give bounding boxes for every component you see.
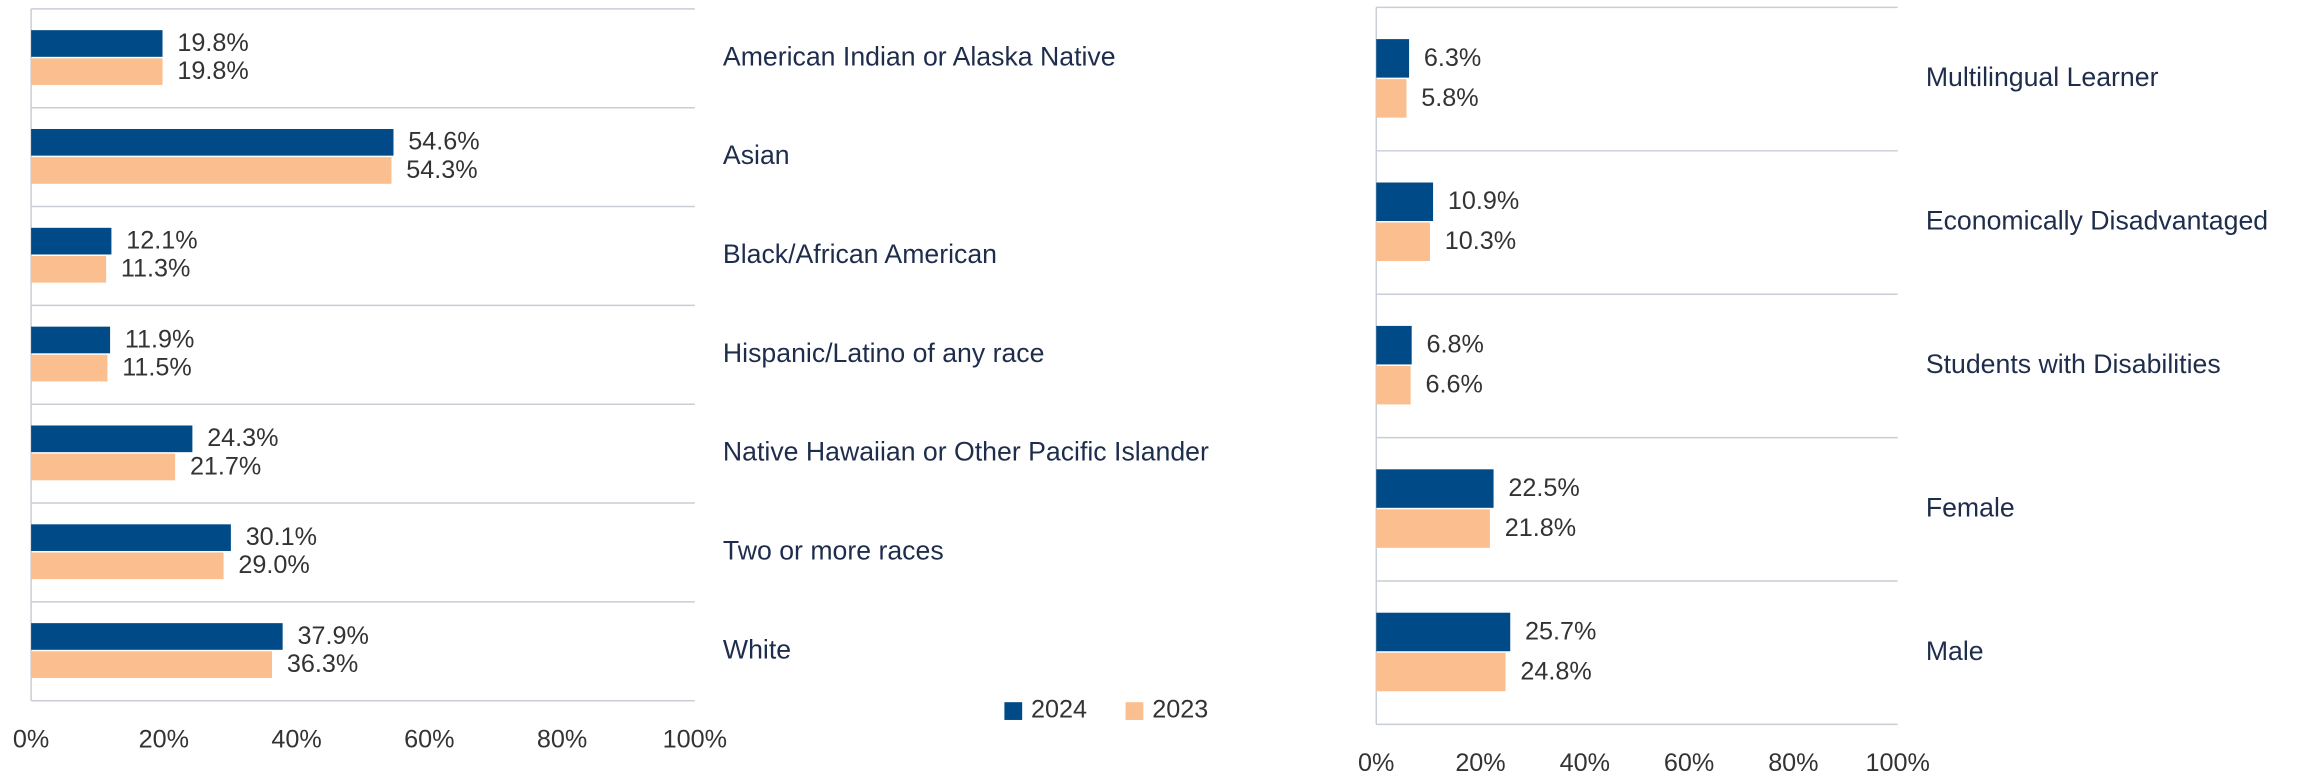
x-tick-label: 60% bbox=[404, 725, 454, 753]
value-label: 24.8% bbox=[1520, 657, 1591, 685]
bar bbox=[31, 623, 283, 650]
bar bbox=[31, 58, 163, 85]
x-tick-label: 20% bbox=[1455, 749, 1505, 777]
value-label: 25.7% bbox=[1525, 617, 1596, 645]
x-tick-label: 80% bbox=[537, 725, 587, 753]
x-tick-label: 100% bbox=[663, 725, 727, 753]
x-tick-label: 40% bbox=[271, 725, 321, 753]
bar bbox=[1376, 325, 1412, 365]
value-label: 19.8% bbox=[177, 29, 248, 57]
legend-swatch bbox=[1004, 702, 1023, 720]
bar bbox=[1376, 79, 1407, 118]
category-label: White bbox=[723, 634, 791, 664]
bar bbox=[1376, 469, 1494, 508]
bar bbox=[31, 326, 111, 354]
bar bbox=[1376, 222, 1430, 262]
category-label: Black/African American bbox=[723, 239, 997, 269]
bar bbox=[1376, 365, 1411, 405]
value-label: 10.3% bbox=[1445, 227, 1516, 255]
category-label: Economically Disadvantaged bbox=[1926, 206, 2268, 236]
bar bbox=[31, 552, 224, 580]
value-label: 36.3% bbox=[287, 650, 358, 678]
x-tick-label: 60% bbox=[1664, 749, 1714, 777]
category-label: American Indian or Alaska Native bbox=[723, 41, 1116, 71]
value-label: 11.3% bbox=[121, 255, 191, 283]
value-label: 11.5% bbox=[122, 354, 192, 382]
category-label: Asian bbox=[723, 140, 790, 170]
value-label: 11.9% bbox=[125, 325, 195, 353]
value-label: 30.1% bbox=[246, 523, 317, 551]
bar bbox=[31, 227, 112, 255]
bar bbox=[31, 157, 392, 184]
value-label: 19.8% bbox=[177, 57, 248, 85]
category-label: Native Hawaiian or Other Pacific Islande… bbox=[723, 437, 1209, 467]
bar bbox=[31, 524, 231, 551]
bar bbox=[1376, 39, 1410, 78]
value-label: 37.9% bbox=[297, 622, 368, 650]
x-tick-label: 100% bbox=[1865, 749, 1929, 777]
value-label: 21.7% bbox=[190, 452, 261, 480]
bar bbox=[31, 30, 163, 57]
bar bbox=[31, 425, 193, 453]
category-label: Male bbox=[1926, 636, 1984, 666]
value-label: 12.1% bbox=[126, 227, 197, 255]
x-tick-label: 40% bbox=[1560, 749, 1610, 777]
category-label: Students with Disabilities bbox=[1926, 349, 2221, 379]
category-label: Hispanic/Latino of any race bbox=[723, 338, 1045, 368]
category-label: Female bbox=[1926, 492, 2015, 522]
legend-label: 2023 bbox=[1152, 696, 1208, 724]
bar bbox=[31, 651, 273, 678]
value-label: 6.8% bbox=[1427, 331, 1484, 359]
legend-label: 2024 bbox=[1031, 696, 1087, 724]
x-tick-label: 0% bbox=[13, 725, 49, 753]
bar bbox=[1376, 182, 1434, 222]
bar bbox=[31, 453, 176, 481]
category-label: Two or more races bbox=[723, 536, 944, 566]
category-label: Multilingual Learner bbox=[1926, 62, 2159, 92]
value-label: 24.3% bbox=[207, 424, 278, 452]
value-label: 10.9% bbox=[1448, 187, 1519, 215]
value-label: 21.8% bbox=[1505, 514, 1576, 542]
value-label: 22.5% bbox=[1508, 474, 1579, 502]
x-tick-label: 0% bbox=[1358, 749, 1394, 777]
value-label: 54.6% bbox=[408, 128, 479, 156]
x-tick-label: 80% bbox=[1768, 749, 1818, 777]
value-label: 54.3% bbox=[406, 156, 477, 184]
bar bbox=[1376, 612, 1511, 652]
value-label: 6.6% bbox=[1425, 371, 1482, 399]
legend-swatch bbox=[1125, 702, 1144, 720]
value-label: 5.8% bbox=[1421, 84, 1478, 112]
x-tick-label: 20% bbox=[139, 725, 189, 753]
bar bbox=[31, 354, 108, 382]
bar bbox=[1376, 509, 1490, 548]
value-label: 6.3% bbox=[1424, 44, 1481, 72]
value-label: 29.0% bbox=[238, 551, 309, 579]
bar bbox=[31, 255, 107, 283]
bar bbox=[31, 128, 394, 156]
bar bbox=[1376, 652, 1506, 692]
